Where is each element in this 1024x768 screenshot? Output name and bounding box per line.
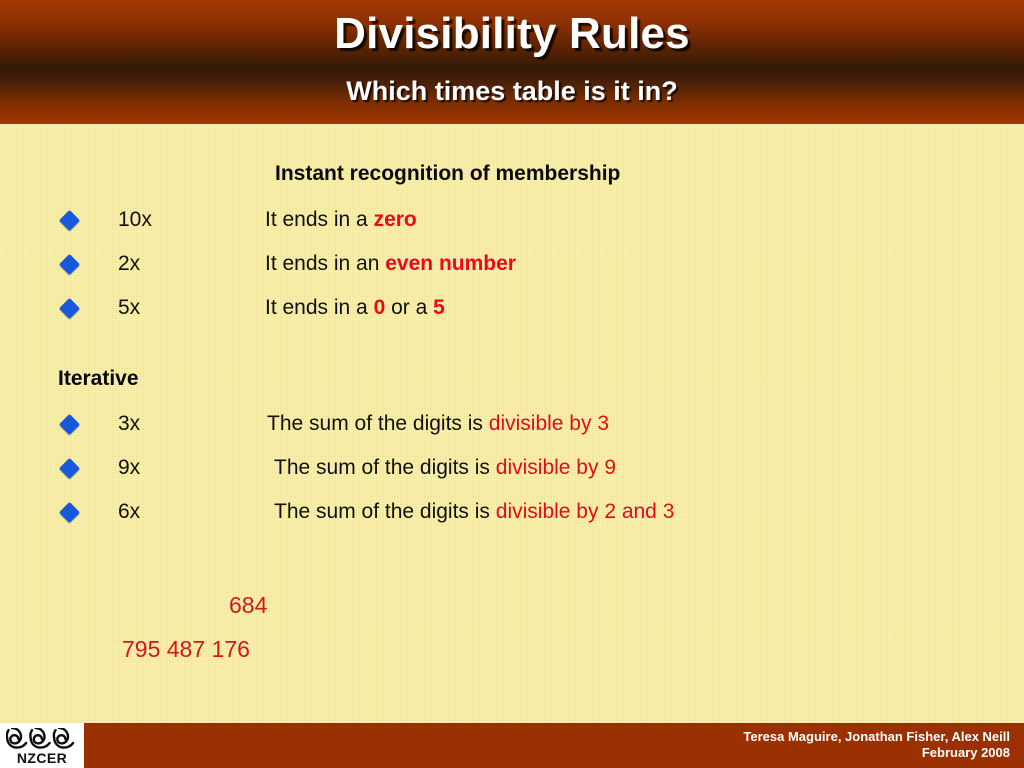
rule-prefix-10x: It ends in a [265, 208, 374, 231]
rule-highlight-3x: divisible by 3 [488, 412, 609, 435]
section-heading-instant-recognition: Instant recognition of membership [275, 162, 621, 185]
example-number-second: 795 487 176 [122, 636, 250, 662]
rule-highlight-5x-a: 0 [373, 296, 386, 319]
diamond-bullet-icon [58, 501, 81, 524]
rule-highlight-5x-b: 5 [433, 296, 445, 319]
rule-prefix-2x: It ends in an [265, 252, 386, 275]
rule-row-6x: 6x The sum of the digits is divisible by… [0, 496, 1024, 530]
rule-text-10x: It ends in a zero [265, 204, 417, 236]
nzcer-wordmark: NZCER [16, 749, 68, 766]
rule-text-3x: The sum of the digits is divisible by 3 [267, 408, 609, 440]
rule-highlight-2x: even number [385, 252, 516, 275]
rule-prefix-3x: The sum of the digits is [267, 412, 489, 435]
rule-prefix-9x: The sum of the digits is [274, 456, 496, 479]
section-heading-iterative: Iterative [58, 367, 139, 390]
rule-highlight-10x: zero [373, 208, 417, 231]
diamond-bullet-icon [58, 209, 81, 232]
rule-label-5x: 5x [118, 296, 141, 319]
rule-row-9x: 9x The sum of the digits is divisible by… [0, 452, 1024, 486]
nzcer-logo: NZCER [0, 723, 84, 768]
rule-row-5x: 5x It ends in a 0 or a 5 [0, 292, 1024, 326]
rule-text-6x: The sum of the digits is divisible by 2 … [274, 496, 674, 528]
slide-header: Divisibility Rules Which times table is … [0, 0, 1024, 124]
rule-label-6x: 6x [118, 500, 141, 523]
rule-row-10x: 10x It ends in a zero [0, 204, 1024, 238]
diamond-bullet-icon [58, 297, 81, 320]
rule-highlight-6x: divisible by 2 and 3 [495, 500, 675, 523]
diamond-bullet-icon [58, 457, 81, 480]
rule-row-3x: 3x The sum of the digits is divisible by… [0, 408, 1024, 442]
diamond-bullet-icon [58, 253, 81, 276]
page-subtitle: Which times table is it in? [346, 76, 678, 106]
koru-spiral-icon [6, 727, 75, 749]
rule-suffix-5x: or a [385, 296, 434, 319]
rule-label-2x: 2x [118, 252, 141, 275]
rule-text-2x: It ends in an even number [265, 248, 516, 280]
footer-authors: Teresa Maguire, Jonathan Fisher, Alex Ne… [743, 729, 1010, 744]
rule-prefix-6x: The sum of the digits is [274, 500, 496, 523]
rule-row-2x: 2x It ends in an even number [0, 248, 1024, 282]
rule-text-5x: It ends in a 0 or a 5 [265, 292, 445, 324]
rule-prefix-5x: It ends in a [265, 296, 374, 319]
example-number-first: 684 [229, 592, 268, 618]
slide-footer: NZCER Teresa Maguire, Jonathan Fisher, A… [0, 723, 1024, 768]
footer-credits: Teresa Maguire, Jonathan Fisher, Alex Ne… [743, 729, 1010, 761]
slide-body: Instant recognition of membership 10x It… [0, 124, 1024, 723]
rule-label-9x: 9x [118, 456, 141, 479]
rule-label-3x: 3x [118, 412, 141, 435]
rule-highlight-9x: divisible by 9 [495, 456, 616, 479]
diamond-bullet-icon [58, 413, 81, 436]
page-title: Divisibility Rules [334, 9, 690, 58]
rule-text-9x: The sum of the digits is divisible by 9 [274, 452, 616, 484]
footer-date: February 2008 [921, 745, 1010, 760]
rule-label-10x: 10x [118, 208, 152, 231]
